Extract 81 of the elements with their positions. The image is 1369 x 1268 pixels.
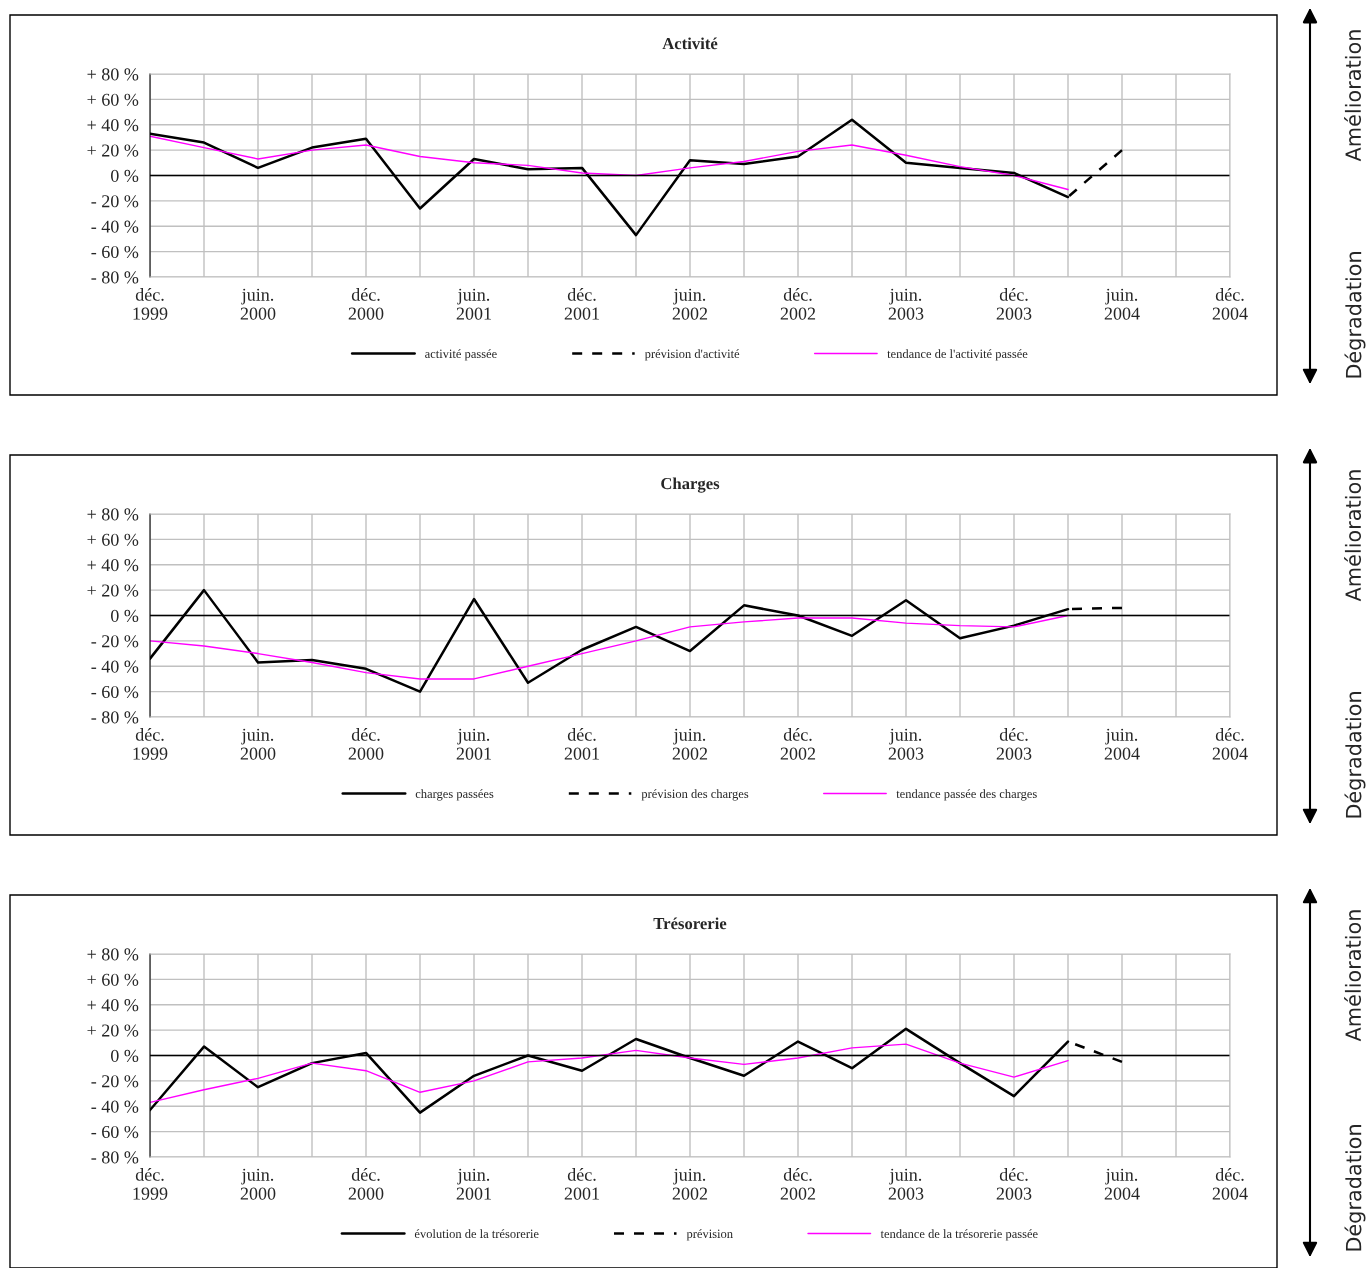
text: Amélioration <box>1344 30 1362 162</box>
x-tick-label: déc. 2003 <box>996 1168 1032 1200</box>
y-tick-label: - 80 % <box>91 711 139 724</box>
text: Dégradation <box>1344 1125 1366 1251</box>
x-tick-label: juin. 2004 <box>1104 728 1140 760</box>
x-tick-label: déc. 2002 <box>780 288 816 320</box>
chart-title: Activité <box>662 37 718 50</box>
y-tick-label: + 80 % <box>87 508 139 521</box>
y-tick-label: - 60 % <box>91 1125 139 1139</box>
x-tick-label: juin. 2001 <box>456 288 491 320</box>
x-tick-label: juin. 2003 <box>888 288 924 320</box>
line-series <box>150 614 1069 680</box>
y-tick-label: + 40 % <box>87 999 139 1012</box>
y-tick-label: - 60 % <box>91 245 139 259</box>
y-tick-label: + 60 % <box>87 533 139 546</box>
y-tick-label: - 60 % <box>91 685 139 699</box>
x-tick-label: déc. 2003 <box>996 288 1032 320</box>
legend-label: charges passées <box>415 789 494 801</box>
y-tick-label: + 60 % <box>87 973 139 986</box>
x-tick-label: juin. 2001 <box>456 728 491 760</box>
y-tick-label: 0 % <box>111 609 139 622</box>
y-tick-label: + 20 % <box>87 144 139 157</box>
y-tick-label: + 60 % <box>87 93 139 106</box>
x-tick-label: déc. 2004 <box>1212 288 1248 320</box>
x-tick-label: déc. 2004 <box>1212 728 1248 760</box>
x-tick-label: juin. 2001 <box>456 1168 491 1200</box>
y-tick-label: + 40 % <box>87 559 139 572</box>
y-tick-label: - 40 % <box>91 1100 139 1113</box>
text: Dégradation <box>1344 252 1366 378</box>
x-tick-label: déc. 2000 <box>348 728 384 760</box>
chart-title: Trésorerie <box>653 917 727 930</box>
legend-label: tendance passée des charges <box>896 789 1037 801</box>
legend-label: activité passée <box>425 349 497 361</box>
y-tick-label: - 80 % <box>91 1151 139 1164</box>
legend-label: prévision des charges <box>641 789 749 801</box>
y-tick-label: + 20 % <box>87 584 139 597</box>
x-tick-label: déc. 2001 <box>564 288 599 320</box>
x-tick-label: déc. 2004 <box>1212 1168 1248 1200</box>
x-tick-label: juin. 2004 <box>1104 288 1140 320</box>
x-tick-label: juin. 2002 <box>672 1168 708 1200</box>
y-tick-label: + 40 % <box>87 119 139 132</box>
y-tick-label: 0 % <box>111 169 139 182</box>
y-tick-label: + 80 % <box>87 948 139 961</box>
text: Amélioration <box>1344 910 1362 1042</box>
y-tick-label: - 20 % <box>91 195 139 208</box>
x-tick-label: déc. 2002 <box>780 1168 816 1200</box>
y-tick-label: - 40 % <box>91 220 139 233</box>
y-tick-label: + 80 % <box>87 68 139 81</box>
y-tick-label: - 20 % <box>91 635 139 648</box>
x-tick-label: juin. 2000 <box>240 1168 276 1200</box>
y-tick-label: + 20 % <box>87 1024 139 1037</box>
chart-title: Charges <box>661 477 720 493</box>
x-tick-label: juin. 2003 <box>888 1168 924 1200</box>
legend-label: évolution de la trésorerie <box>414 1229 539 1239</box>
x-tick-label: juin. 2003 <box>888 728 924 760</box>
x-tick-label: déc. 2003 <box>996 728 1032 760</box>
x-tick-label: déc. 1999 <box>133 1168 168 1200</box>
x-tick-label: déc. 2002 <box>780 728 816 760</box>
legend-label: prévision <box>686 1229 733 1241</box>
y-tick-label: - 20 % <box>91 1075 139 1088</box>
x-tick-label: déc. 2001 <box>564 728 599 760</box>
x-tick-label: juin. 2004 <box>1104 1168 1140 1200</box>
x-tick-label: déc. 2000 <box>348 1168 384 1200</box>
y-tick-label: 0 % <box>111 1049 139 1062</box>
y-tick-label: - 40 % <box>91 660 139 673</box>
legend-label: tendance de l'activité passée <box>887 349 1028 361</box>
x-tick-label: déc. 2000 <box>348 288 384 320</box>
x-tick-label: déc. 1999 <box>133 288 168 320</box>
line-series <box>150 135 1069 191</box>
x-tick-label: déc. 1999 <box>133 728 168 760</box>
line-series <box>150 1043 1069 1104</box>
y-tick-label: - 80 % <box>91 271 139 284</box>
x-tick-label: juin. 2000 <box>240 288 276 320</box>
legend-label: prévision d'activité <box>644 349 740 361</box>
legend-label: tendance de la trésorerie passée <box>880 1229 1038 1241</box>
x-tick-label: juin. 2000 <box>240 728 276 760</box>
text: Amélioration <box>1344 470 1362 602</box>
text: Dégradation <box>1344 692 1366 818</box>
x-tick-label: juin. 2002 <box>672 288 708 320</box>
x-tick-label: déc. 2001 <box>564 1168 599 1200</box>
x-tick-label: juin. 2002 <box>672 728 708 760</box>
